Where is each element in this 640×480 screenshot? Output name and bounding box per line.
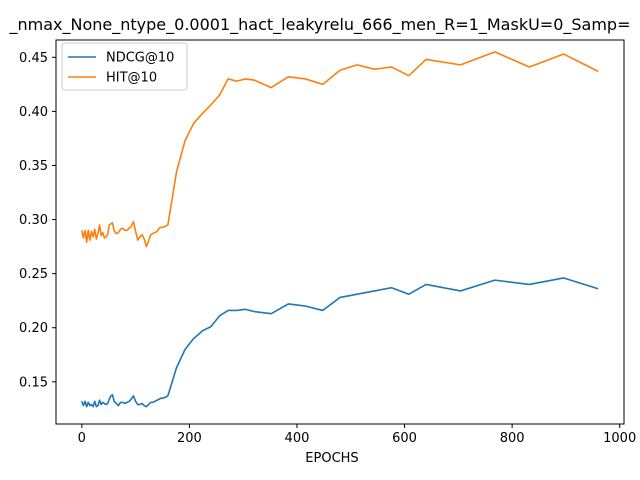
y-tick-label-6: 0.45 <box>19 51 48 66</box>
x-tick-label-4: 800 <box>500 431 525 446</box>
x-tick-label-2: 400 <box>285 431 310 446</box>
x-tick-label-5: 1000 <box>603 431 636 446</box>
legend-label-hit: HIT@10 <box>106 71 157 86</box>
y-tick-label-3: 0.30 <box>19 213 48 228</box>
x-tick-label-1: 200 <box>177 431 202 446</box>
legend-label-ndcg: NDCG@10 <box>106 51 174 66</box>
x-axis-label: EPOCHS <box>305 451 358 466</box>
y-tick-label-2: 0.25 <box>19 267 48 282</box>
legend-box <box>61 42 188 91</box>
x-tick-label-3: 600 <box>392 431 417 446</box>
y-tick-label-0: 0.15 <box>19 375 48 390</box>
series-line-1 <box>81 51 599 248</box>
x-tick-label-0: 0 <box>78 431 86 446</box>
chart-title: _nmax_None_ntype_0.0001_hact_leakyrelu_6… <box>9 15 631 35</box>
y-tick-label-5: 0.40 <box>19 105 48 120</box>
y-tick-label-1: 0.20 <box>19 321 48 336</box>
series-line-0 <box>81 277 599 408</box>
legend: NDCG@10 HIT@10 <box>61 42 188 91</box>
y-tick-label-4: 0.35 <box>19 159 48 174</box>
plot-frame <box>55 39 625 425</box>
plot-area: 0 200 400 600 800 1000 0.15 0.20 0.25 0.30 0.35 0.4… <box>19 39 636 446</box>
